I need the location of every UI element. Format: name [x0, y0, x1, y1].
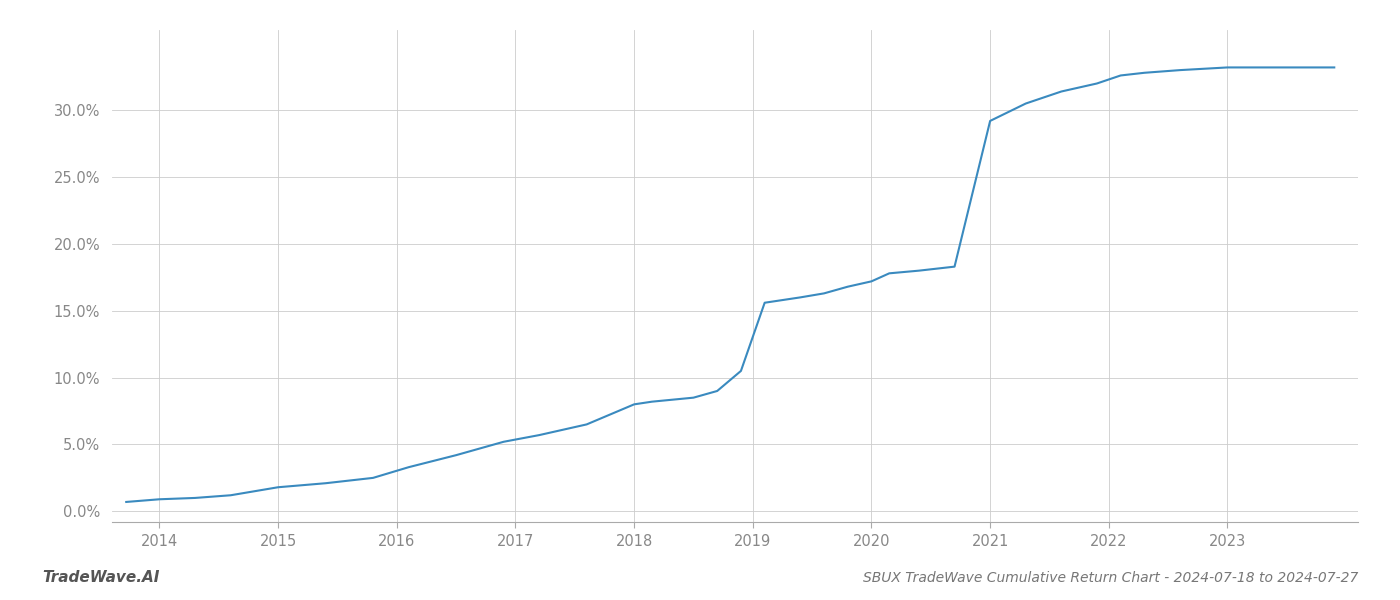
Text: SBUX TradeWave Cumulative Return Chart - 2024-07-18 to 2024-07-27: SBUX TradeWave Cumulative Return Chart -…	[862, 571, 1358, 585]
Text: TradeWave.AI: TradeWave.AI	[42, 570, 160, 585]
